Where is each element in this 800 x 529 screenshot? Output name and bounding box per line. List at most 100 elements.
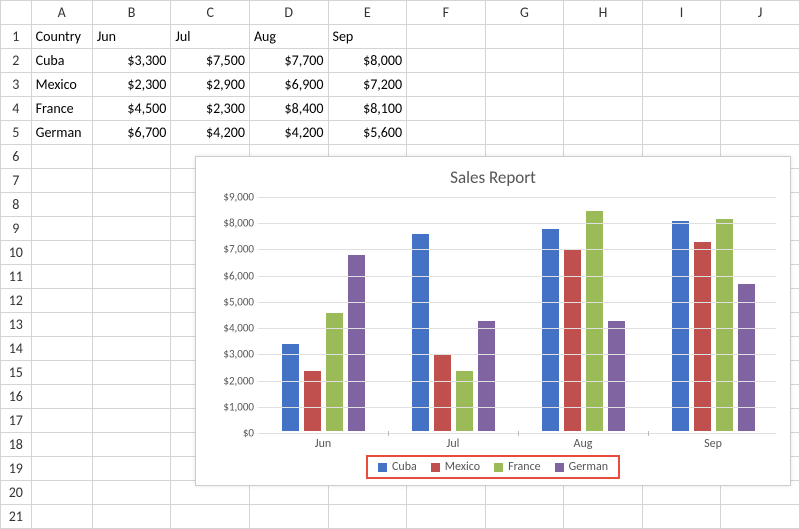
legend-item-france[interactable]: France (494, 460, 541, 474)
row-header-11[interactable]: 11 (1, 265, 32, 289)
cell-E2[interactable]: $8,000 (328, 49, 407, 73)
bar-cuba-sep[interactable] (672, 221, 689, 431)
row-header-9[interactable]: 9 (1, 217, 32, 241)
cell-B11[interactable] (92, 265, 171, 289)
row-header-2[interactable]: 2 (1, 49, 32, 73)
cell-D5[interactable]: $4,200 (249, 121, 328, 145)
cell-H2[interactable] (564, 49, 643, 73)
bar-german-aug[interactable] (608, 321, 625, 431)
cell-I3[interactable] (642, 73, 721, 97)
cell-H4[interactable] (564, 97, 643, 121)
row-header-4[interactable]: 4 (1, 97, 32, 121)
bar-mexico-aug[interactable] (564, 250, 581, 431)
cell-A4[interactable]: France (31, 97, 92, 121)
cell-A1[interactable]: Country (31, 25, 92, 49)
cell-H1[interactable] (564, 25, 643, 49)
row-header-16[interactable]: 16 (1, 385, 32, 409)
row-header-7[interactable]: 7 (1, 169, 32, 193)
cell-B21[interactable] (92, 505, 171, 529)
column-header-F[interactable]: F (407, 1, 486, 25)
cell-F2[interactable] (407, 49, 486, 73)
cell-A7[interactable] (31, 169, 92, 193)
column-header-E[interactable]: E (328, 1, 407, 25)
cell-B9[interactable] (92, 217, 171, 241)
bar-mexico-jul[interactable] (434, 355, 451, 431)
row-header-20[interactable]: 20 (1, 481, 32, 505)
cell-I4[interactable] (642, 97, 721, 121)
column-header-A[interactable]: A (31, 1, 92, 25)
cell-A8[interactable] (31, 193, 92, 217)
cell-E3[interactable]: $7,200 (328, 73, 407, 97)
cell-A13[interactable] (31, 313, 92, 337)
row-header-19[interactable]: 19 (1, 457, 32, 481)
cell-C21[interactable] (171, 505, 250, 529)
bar-german-sep[interactable] (738, 284, 755, 431)
cell-J1[interactable] (721, 25, 800, 49)
cell-A12[interactable] (31, 289, 92, 313)
cell-D2[interactable]: $7,700 (249, 49, 328, 73)
cell-E5[interactable]: $5,600 (328, 121, 407, 145)
cell-B15[interactable] (92, 361, 171, 385)
cell-C1[interactable]: Jul (171, 25, 250, 49)
cell-B18[interactable] (92, 433, 171, 457)
row-header-17[interactable]: 17 (1, 409, 32, 433)
cell-A19[interactable] (31, 457, 92, 481)
cell-F5[interactable] (407, 121, 486, 145)
cell-G2[interactable] (485, 49, 564, 73)
cell-G1[interactable] (485, 25, 564, 49)
row-header-13[interactable]: 13 (1, 313, 32, 337)
cell-G3[interactable] (485, 73, 564, 97)
cell-H21[interactable] (564, 505, 643, 529)
cell-B1[interactable]: Jun (92, 25, 171, 49)
bar-german-jun[interactable] (348, 255, 365, 431)
cell-A10[interactable] (31, 241, 92, 265)
cell-B3[interactable]: $2,300 (92, 73, 171, 97)
corner-cell[interactable] (1, 1, 32, 25)
cell-J21[interactable] (721, 505, 800, 529)
cell-A21[interactable] (31, 505, 92, 529)
cell-G5[interactable] (485, 121, 564, 145)
cell-A17[interactable] (31, 409, 92, 433)
bar-france-jun[interactable] (326, 313, 343, 431)
bar-cuba-jun[interactable] (282, 344, 299, 431)
cell-I5[interactable] (642, 121, 721, 145)
column-header-G[interactable]: G (485, 1, 564, 25)
row-header-14[interactable]: 14 (1, 337, 32, 361)
cell-I2[interactable] (642, 49, 721, 73)
cell-G21[interactable] (485, 505, 564, 529)
cell-B19[interactable] (92, 457, 171, 481)
legend-item-cuba[interactable]: Cuba (378, 460, 417, 474)
row-header-15[interactable]: 15 (1, 361, 32, 385)
cell-E21[interactable] (328, 505, 407, 529)
column-header-D[interactable]: D (249, 1, 328, 25)
cell-A6[interactable] (31, 145, 92, 169)
cell-B6[interactable] (92, 145, 171, 169)
chart-sales-report[interactable]: Sales Report CubaMexicoFranceGerman $0$1… (195, 156, 791, 486)
row-header-1[interactable]: 1 (1, 25, 32, 49)
row-header-21[interactable]: 21 (1, 505, 32, 529)
cell-A3[interactable]: Mexico (31, 73, 92, 97)
cell-A15[interactable] (31, 361, 92, 385)
column-header-H[interactable]: H (564, 1, 643, 25)
cell-J3[interactable] (721, 73, 800, 97)
row-header-5[interactable]: 5 (1, 121, 32, 145)
bar-cuba-jul[interactable] (412, 234, 429, 431)
cell-D3[interactable]: $6,900 (249, 73, 328, 97)
cell-B5[interactable]: $6,700 (92, 121, 171, 145)
cell-B8[interactable] (92, 193, 171, 217)
bar-france-aug[interactable] (586, 211, 603, 431)
cell-G4[interactable] (485, 97, 564, 121)
cell-F4[interactable] (407, 97, 486, 121)
cell-B2[interactable]: $3,300 (92, 49, 171, 73)
cell-D21[interactable] (249, 505, 328, 529)
bar-france-sep[interactable] (716, 219, 733, 431)
cell-H3[interactable] (564, 73, 643, 97)
cell-B13[interactable] (92, 313, 171, 337)
cell-J5[interactable] (721, 121, 800, 145)
row-header-12[interactable]: 12 (1, 289, 32, 313)
cell-B7[interactable] (92, 169, 171, 193)
row-header-8[interactable]: 8 (1, 193, 32, 217)
legend-item-mexico[interactable]: Mexico (431, 460, 480, 474)
cell-F1[interactable] (407, 25, 486, 49)
cell-E4[interactable]: $8,100 (328, 97, 407, 121)
